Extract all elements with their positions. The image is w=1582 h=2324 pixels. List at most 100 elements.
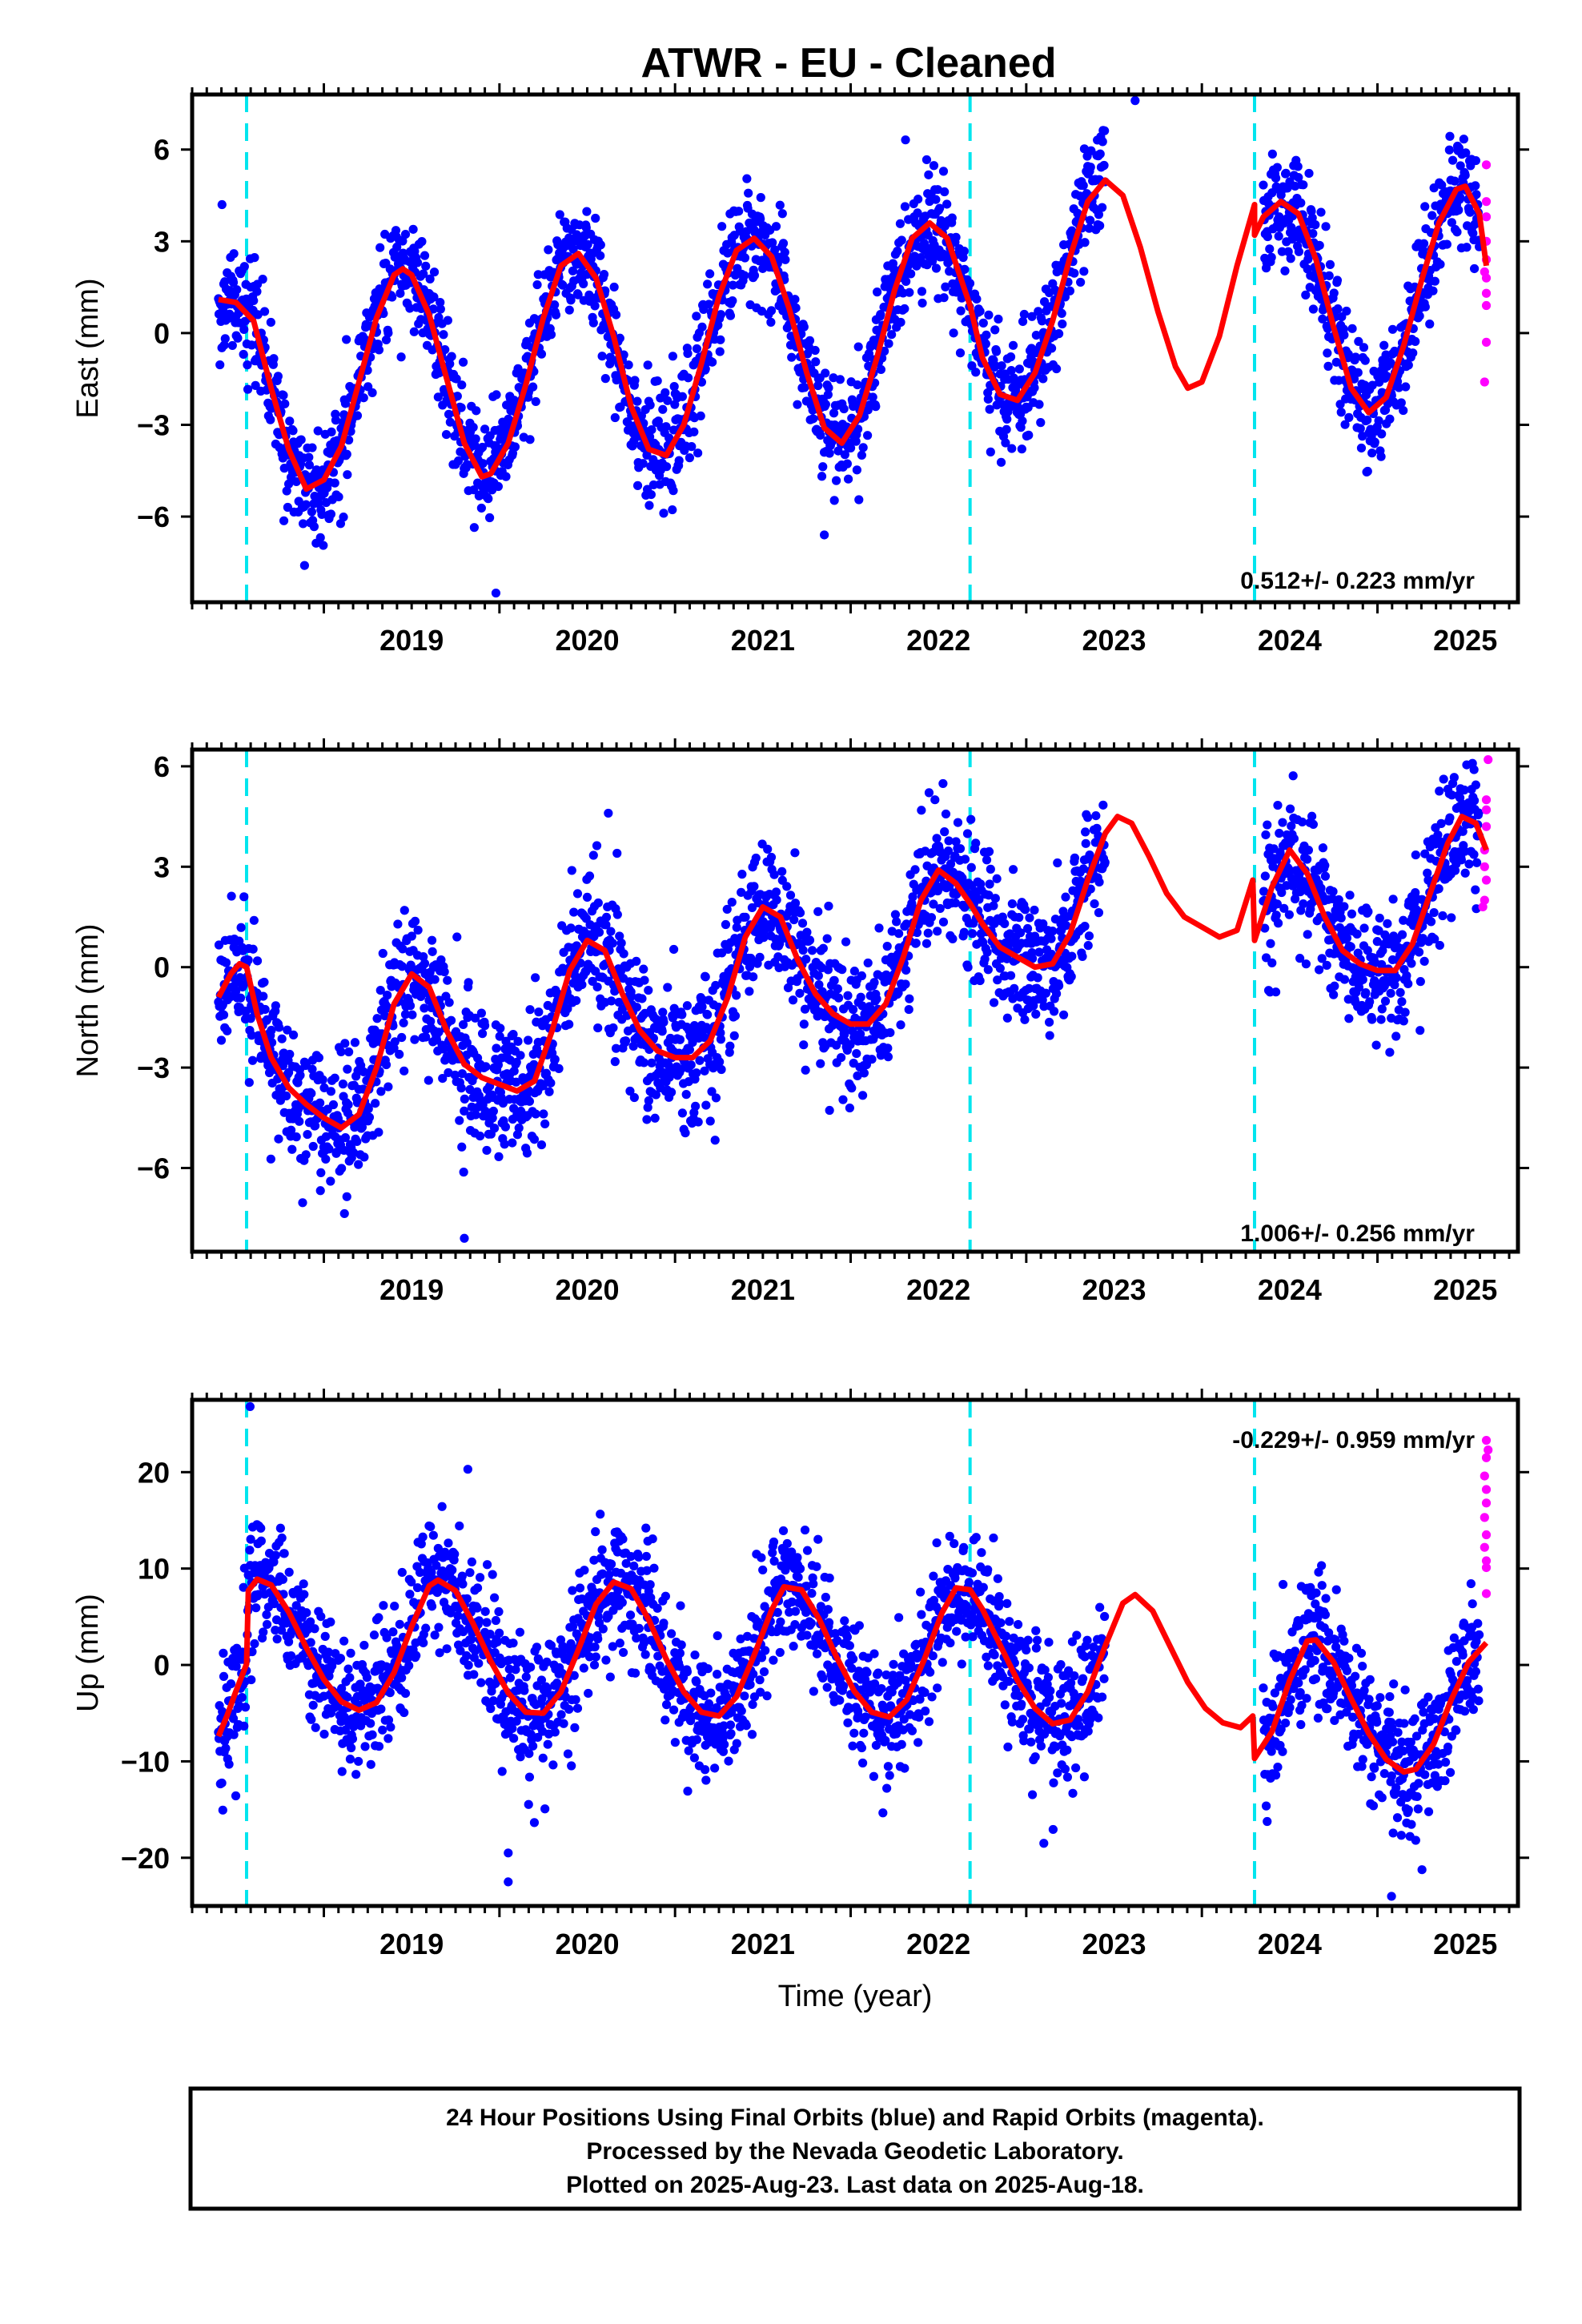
final-orbit-point [853,1071,862,1081]
final-orbit-point [1358,975,1367,984]
final-orbit-point [331,416,341,425]
final-orbit-point [1094,210,1104,219]
final-orbit-point [315,533,325,542]
final-orbit-point [1046,934,1056,943]
final-orbit-point [946,859,956,869]
final-orbit-point [1325,259,1335,269]
final-orbit-point [359,1152,369,1162]
x-tick-label: 2024 [1258,1273,1322,1306]
final-orbit-point [980,955,990,964]
final-orbit-point [1081,827,1090,837]
final-orbit-point [1298,817,1307,827]
final-orbit-point [1049,1007,1059,1016]
final-orbit-point [811,357,821,367]
final-orbit-point [342,449,351,459]
final-orbit-point [985,404,994,414]
final-orbit-point [462,1038,472,1047]
final-orbit-point [1376,452,1386,461]
velocity-rate-label: 1.006+/- 0.256 mm/yr [1240,1220,1475,1247]
final-orbit-point [1034,947,1044,957]
final-orbit-point [824,901,833,911]
final-orbit-point [279,1549,289,1558]
final-orbit-point [344,1047,354,1057]
final-orbit-point [906,269,916,279]
final-orbit-point [777,866,787,876]
final-orbit-point [1098,800,1108,810]
final-orbit-point [334,492,343,502]
final-orbit-point [279,391,288,400]
final-orbit-point [1070,853,1080,862]
final-orbit-point [1345,891,1355,900]
final-orbit-point [600,374,610,384]
final-orbit-point [1353,368,1363,377]
final-orbit-point [801,1065,810,1075]
final-orbit-point [381,1059,391,1070]
final-orbit-point [484,494,493,504]
final-orbit-point [269,1598,279,1609]
final-orbit-point [250,253,259,263]
final-orbit-point [941,282,950,292]
final-orbit-point [489,1124,500,1133]
final-orbit-point [872,994,881,1003]
final-orbit-point [669,382,679,392]
final-orbit-point [682,1001,693,1011]
final-orbit-point [966,814,976,824]
final-orbit-point [1031,330,1041,340]
final-orbit-point [801,955,811,964]
final-orbit-point [397,962,407,971]
final-orbit-point [629,1092,639,1103]
final-orbit-point [1014,364,1024,374]
final-orbit-point [1351,352,1360,362]
final-orbit-point [219,1648,228,1658]
final-orbit-point [243,955,253,965]
final-orbit-point [316,1168,326,1178]
final-orbit-point [319,1083,329,1092]
final-orbit-point [1078,864,1088,874]
final-orbit-point [601,912,612,922]
final-orbit-point [1387,324,1398,334]
final-orbit-point [710,1136,720,1145]
final-orbit-point [971,368,981,377]
final-orbit-point [932,834,942,843]
final-orbit-point [266,415,275,424]
final-orbit-point [1377,1004,1387,1014]
final-orbit-point [1034,400,1044,409]
final-orbit-point [730,1011,741,1021]
final-orbit-point [842,459,852,468]
final-orbit-point [926,913,937,923]
y-tick-label: 3 [154,225,170,258]
final-orbit-point [1024,983,1034,993]
final-orbit-point [821,400,830,409]
final-orbit-point [410,916,420,926]
final-orbit-point [372,1014,382,1023]
final-orbit-point [469,485,479,495]
final-orbit-point [1065,286,1075,296]
final-orbit-point [563,1003,572,1014]
final-orbit-point [347,1743,356,1753]
final-orbit-point [845,1039,855,1049]
x-tick-label: 2021 [731,624,795,657]
final-orbit-point [659,1017,669,1027]
rapid-orbit-point [1480,862,1489,871]
final-orbit-point [285,1049,295,1059]
final-orbit-point [1299,180,1308,190]
final-orbit-point [707,1087,717,1096]
final-orbit-point [306,1638,315,1647]
final-orbit-point [573,290,583,300]
final-orbit-point [540,1119,550,1129]
final-orbit-point [809,414,818,424]
final-orbit-point [778,239,789,248]
final-orbit-point [352,1136,362,1146]
final-orbit-point [336,1047,346,1057]
final-orbit-point [691,1101,701,1111]
final-orbit-point [1018,316,1028,327]
final-orbit-point [933,927,942,936]
final-orbit-point [1460,846,1470,856]
final-orbit-point [217,1778,227,1788]
final-orbit-point [249,915,259,925]
final-orbit-point [1390,980,1399,990]
final-orbit-point [1471,155,1480,166]
rapid-orbit-point [1481,337,1492,347]
final-orbit-point [383,328,393,338]
final-orbit-point [229,249,239,259]
